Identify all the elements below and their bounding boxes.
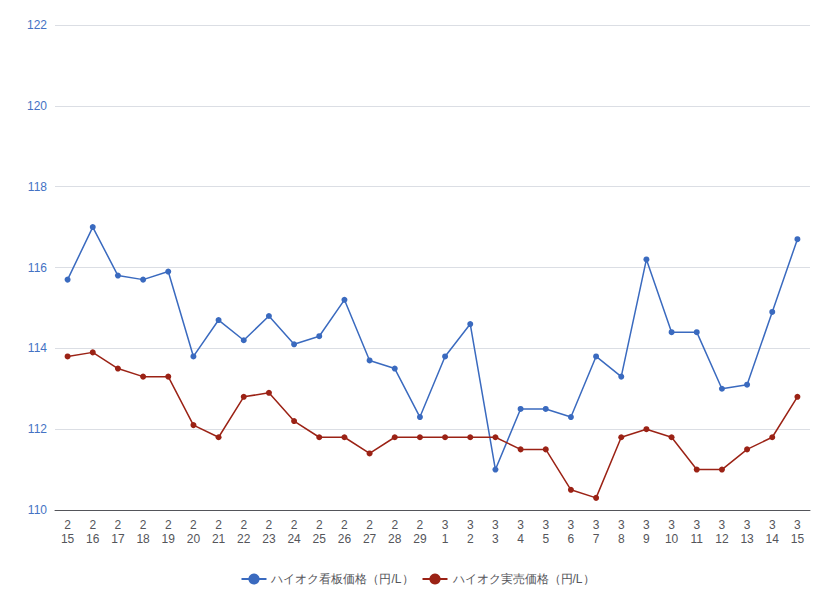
- svg-text:20: 20: [187, 532, 201, 546]
- svg-text:8: 8: [618, 532, 625, 546]
- svg-text:6: 6: [568, 532, 575, 546]
- svg-text:3: 3: [693, 518, 700, 532]
- svg-text:3: 3: [492, 518, 499, 532]
- svg-text:120: 120: [27, 99, 47, 113]
- svg-text:16: 16: [86, 532, 100, 546]
- svg-text:9: 9: [643, 532, 650, 546]
- svg-text:24: 24: [287, 532, 301, 546]
- svg-text:3: 3: [442, 518, 449, 532]
- svg-text:2: 2: [366, 518, 373, 532]
- svg-text:3: 3: [643, 518, 650, 532]
- svg-text:29: 29: [413, 532, 427, 546]
- svg-text:10: 10: [665, 532, 679, 546]
- svg-text:3: 3: [719, 518, 726, 532]
- svg-text:1: 1: [442, 532, 449, 546]
- svg-text:114: 114: [28, 341, 47, 355]
- svg-text:23: 23: [262, 532, 276, 546]
- svg-text:15: 15: [791, 532, 805, 546]
- svg-text:18: 18: [136, 532, 150, 546]
- svg-text:28: 28: [388, 532, 402, 546]
- svg-text:3: 3: [744, 518, 751, 532]
- svg-text:3: 3: [618, 518, 625, 532]
- svg-text:2: 2: [316, 518, 323, 532]
- svg-text:17: 17: [111, 532, 125, 546]
- svg-text:2: 2: [291, 518, 298, 532]
- svg-text:2: 2: [64, 518, 71, 532]
- svg-text:2: 2: [417, 518, 424, 532]
- svg-text:2: 2: [215, 518, 222, 532]
- svg-text:ハイオク実売価格（円/L）: ハイオク実売価格（円/L）: [452, 572, 595, 586]
- svg-text:2: 2: [165, 518, 172, 532]
- svg-text:5: 5: [542, 532, 549, 546]
- svg-text:3: 3: [769, 518, 776, 532]
- svg-text:3: 3: [668, 518, 675, 532]
- svg-text:2: 2: [391, 518, 398, 532]
- svg-text:2: 2: [341, 518, 348, 532]
- svg-text:2: 2: [266, 518, 273, 532]
- svg-text:2: 2: [140, 518, 147, 532]
- svg-text:2: 2: [115, 518, 122, 532]
- svg-text:2: 2: [190, 518, 197, 532]
- svg-text:11: 11: [691, 532, 704, 546]
- svg-text:3: 3: [492, 532, 499, 546]
- svg-text:14: 14: [766, 532, 780, 546]
- svg-text:3: 3: [542, 518, 549, 532]
- svg-text:2: 2: [240, 518, 247, 532]
- svg-text:3: 3: [794, 518, 801, 532]
- svg-text:3: 3: [517, 518, 524, 532]
- svg-text:27: 27: [363, 532, 377, 546]
- svg-text:ハイオク看板価格（円/L）: ハイオク看板価格（円/L）: [270, 572, 413, 586]
- svg-text:15: 15: [61, 532, 75, 546]
- svg-text:22: 22: [237, 532, 251, 546]
- svg-text:112: 112: [28, 422, 47, 436]
- svg-text:3: 3: [593, 518, 600, 532]
- svg-text:25: 25: [313, 532, 327, 546]
- svg-text:26: 26: [338, 532, 352, 546]
- svg-text:7: 7: [593, 532, 600, 546]
- svg-text:2: 2: [467, 532, 474, 546]
- svg-text:19: 19: [162, 532, 176, 546]
- svg-text:3: 3: [568, 518, 575, 532]
- svg-text:122: 122: [27, 18, 47, 32]
- svg-text:12: 12: [715, 532, 729, 546]
- svg-text:3: 3: [467, 518, 474, 532]
- svg-text:116: 116: [28, 261, 47, 275]
- svg-text:4: 4: [517, 532, 524, 546]
- svg-text:2: 2: [89, 518, 96, 532]
- svg-text:110: 110: [28, 503, 47, 517]
- svg-text:13: 13: [740, 532, 754, 546]
- svg-text:118: 118: [28, 180, 47, 194]
- svg-text:21: 21: [212, 532, 226, 546]
